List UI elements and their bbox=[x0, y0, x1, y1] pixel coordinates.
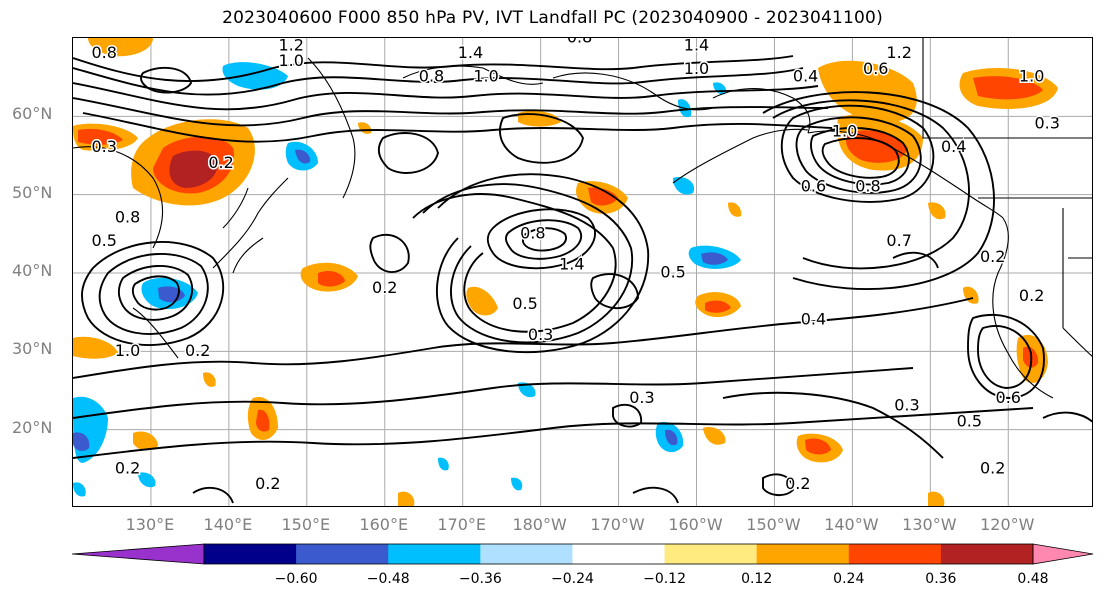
contour-value-label: 0.2 bbox=[980, 458, 1005, 477]
longitude-label: 170°W bbox=[590, 515, 645, 534]
colorbar-tick-label: 0.48 bbox=[1017, 571, 1049, 587]
contour-value-label: 0.4 bbox=[801, 310, 826, 329]
contour-value-label: 1.0 bbox=[684, 59, 709, 78]
contour-value-label: 1.0 bbox=[115, 341, 140, 360]
colorbar-tick-label: −0.48 bbox=[366, 571, 410, 587]
contour-value-label: 0.5 bbox=[660, 263, 685, 282]
contour-value-label: 1.4 bbox=[684, 38, 709, 54]
contour-value-label: 0.6 bbox=[996, 388, 1021, 407]
contour-value-label: 0.8 bbox=[115, 208, 140, 227]
contour-labels: 0.81.21.01.41.00.80.81.41.00.40.61.21.00… bbox=[90, 38, 1062, 495]
longitude-label: 120°W bbox=[980, 515, 1035, 534]
colorbar-segment bbox=[756, 544, 850, 564]
contour-value-label: 0.8 bbox=[855, 176, 880, 195]
contour-value-label: 0.3 bbox=[91, 137, 116, 156]
contour-value-label: 0.2 bbox=[185, 341, 210, 360]
latitude-label: 20°N bbox=[12, 417, 53, 437]
colorbar-tick-label: 0.12 bbox=[741, 571, 773, 587]
contour-value-label: 0.5 bbox=[512, 294, 537, 313]
contour-value-label: 1.2 bbox=[886, 43, 911, 62]
contour-value-label: 1.4 bbox=[458, 43, 483, 62]
contour-value-label: 1.4 bbox=[559, 255, 584, 274]
longitude-label: 140°W bbox=[824, 515, 879, 534]
contour-value-label: 0.3 bbox=[894, 396, 919, 415]
contour-value-label: 0.6 bbox=[801, 176, 826, 195]
contour-value-label: 0.8 bbox=[419, 67, 444, 86]
contour-value-label: 0.6 bbox=[863, 59, 888, 78]
contour-value-label: 0.2 bbox=[208, 153, 233, 172]
contour-value-label: 0.2 bbox=[255, 474, 280, 493]
ivt-contours bbox=[73, 55, 1092, 504]
map-title: 2023040600 F000 850 hPa PV, IVT Landfall… bbox=[222, 8, 883, 28]
colorbar-tick-label: 0.36 bbox=[925, 571, 957, 587]
colorbar-tick-label: −0.12 bbox=[643, 571, 686, 587]
colorbar-segment bbox=[296, 544, 389, 564]
map-panel: 0.81.21.01.41.00.80.81.41.00.40.61.21.00… bbox=[72, 37, 1093, 507]
colorbar-tick-label: −0.60 bbox=[274, 571, 318, 587]
contour-value-label: 0.4 bbox=[793, 67, 818, 86]
contour-value-label: 0.7 bbox=[886, 231, 911, 250]
coastlines bbox=[73, 38, 1092, 399]
longitude-label: 180°W bbox=[512, 515, 567, 534]
contour-value-label: 0.2 bbox=[980, 247, 1005, 266]
contour-value-label: 0.5 bbox=[957, 411, 982, 430]
contour-value-label: 0.8 bbox=[520, 223, 545, 242]
longitude-label: 170°E bbox=[437, 515, 487, 534]
contour-value-label: 1.0 bbox=[279, 51, 304, 70]
contour-value-label: 0.8 bbox=[567, 38, 592, 47]
longitude-label: 140°E bbox=[203, 515, 253, 534]
colorbar-frame bbox=[203, 543, 1034, 565]
longitude-label: 150°E bbox=[281, 515, 331, 534]
colorbar-segment bbox=[848, 544, 942, 564]
contour-value-label: 0.3 bbox=[1035, 114, 1060, 133]
latitude-label: 60°N bbox=[12, 104, 53, 124]
contour-value-label: 0.4 bbox=[941, 137, 966, 156]
contour-value-label: 1.0 bbox=[473, 67, 498, 86]
contour-value-label: 0.2 bbox=[785, 474, 810, 493]
contour-value-label: 1.0 bbox=[832, 122, 857, 141]
longitude-label: 160°E bbox=[359, 515, 409, 534]
longitude-label: 130°E bbox=[125, 515, 175, 534]
colorbar-extend-low bbox=[71, 543, 205, 565]
colorbar bbox=[71, 543, 1094, 565]
colorbar-segment bbox=[204, 544, 297, 564]
contour-value-label: 0.2 bbox=[372, 278, 397, 297]
longitude-label: 130°W bbox=[902, 515, 957, 534]
colorbar-segment bbox=[664, 544, 758, 564]
contour-value-label: 0.2 bbox=[115, 458, 140, 477]
colorbar-tick-label: 0.24 bbox=[833, 571, 865, 587]
colorbar-segment bbox=[388, 544, 481, 564]
contour-value-label: 1.0 bbox=[1019, 67, 1044, 86]
longitude-label: 160°W bbox=[668, 515, 723, 534]
longitude-label: 150°W bbox=[746, 515, 801, 534]
colorbar-extend-high bbox=[1032, 543, 1094, 565]
colorbar-tick-label: −0.24 bbox=[550, 571, 594, 587]
colorbar-segment bbox=[480, 544, 573, 564]
colorbar-tick-label: −0.36 bbox=[458, 571, 502, 587]
latitude-label: 50°N bbox=[12, 182, 53, 202]
contour-value-label: 0.3 bbox=[528, 325, 553, 344]
contour-value-label: 0.8 bbox=[91, 43, 116, 62]
pv-negative-shading bbox=[73, 62, 741, 497]
contour-value-label: 0.2 bbox=[1019, 286, 1044, 305]
contour-value-label: 0.3 bbox=[629, 388, 654, 407]
colorbar-segment bbox=[572, 544, 666, 564]
colorbar-segment bbox=[940, 544, 1034, 564]
latitude-label: 30°N bbox=[12, 339, 53, 359]
latitude-label: 40°N bbox=[12, 261, 53, 280]
contour-value-label: 1.2 bbox=[279, 38, 304, 54]
contour-value-label: 0.5 bbox=[91, 231, 116, 250]
map-canvas: 0.81.21.01.41.00.80.81.41.00.40.61.21.00… bbox=[73, 38, 1092, 506]
